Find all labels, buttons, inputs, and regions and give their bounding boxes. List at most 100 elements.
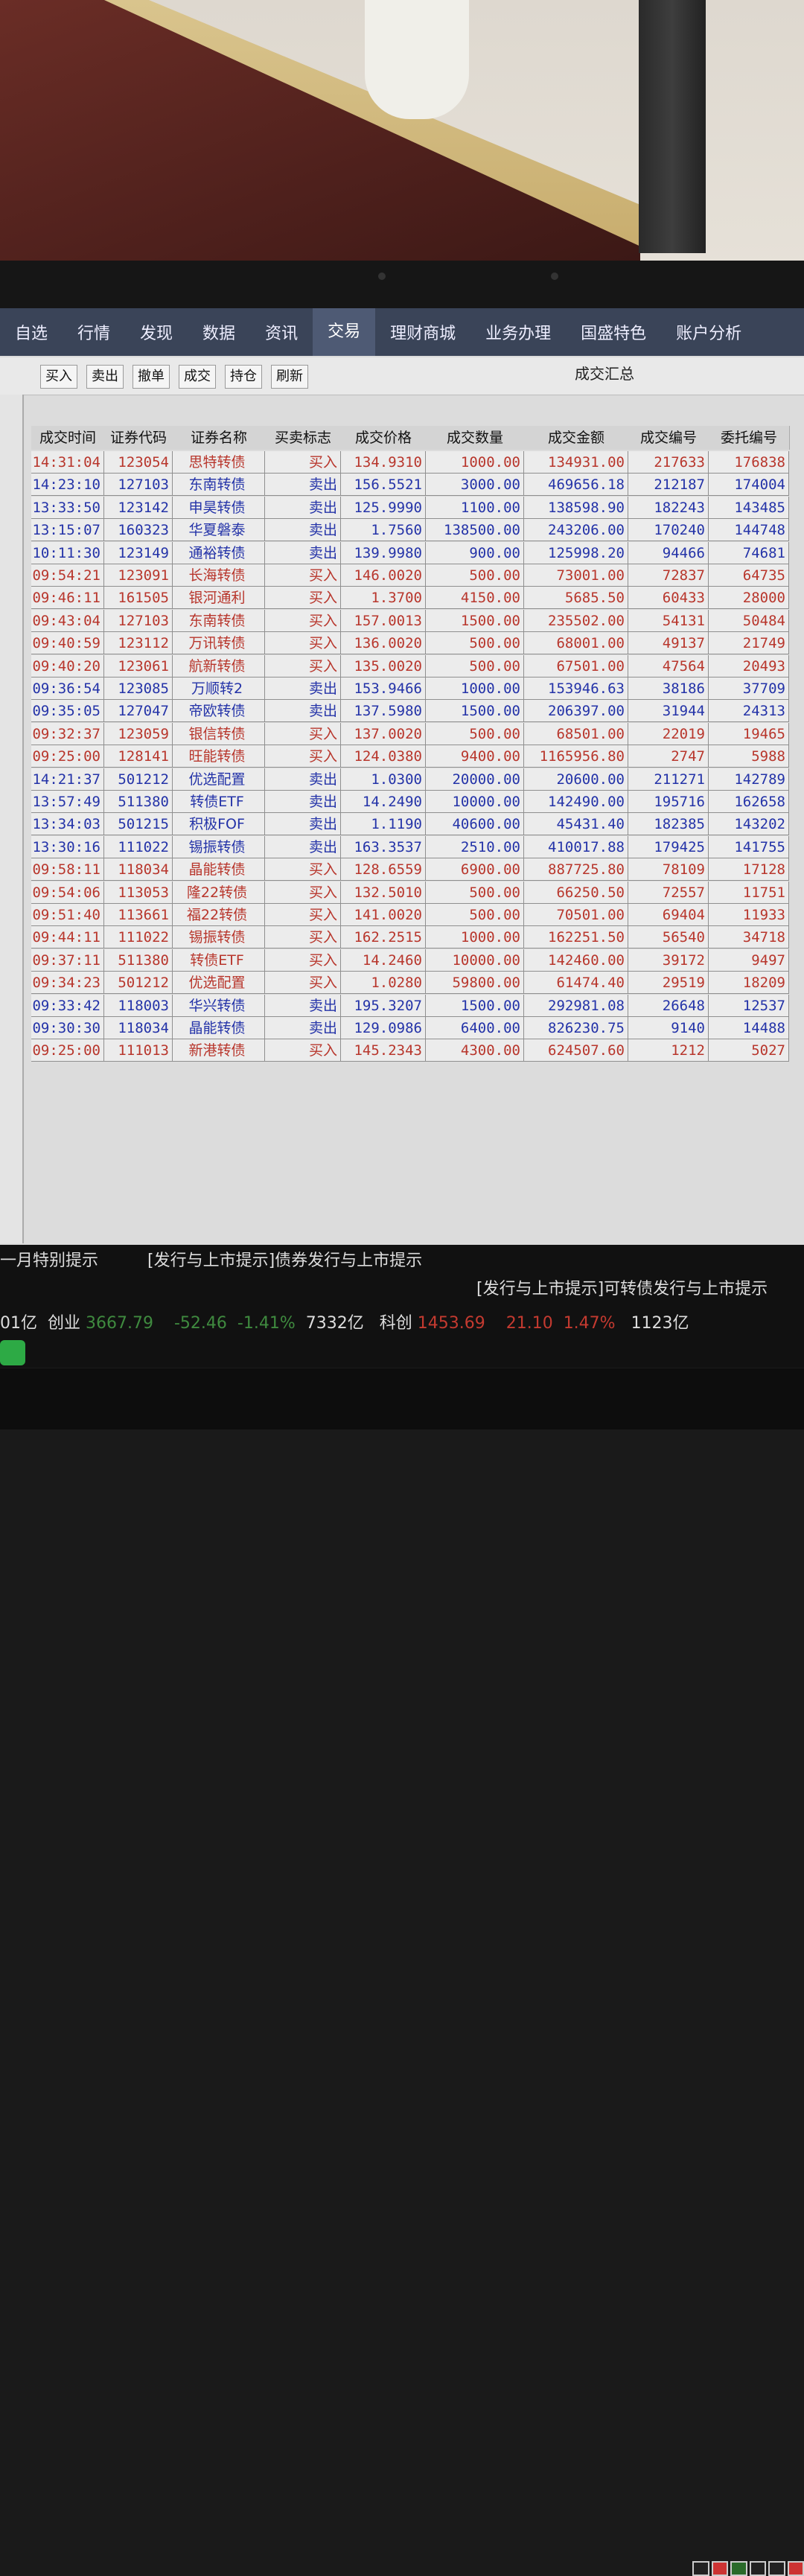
table-cell: 1000.00 bbox=[426, 451, 524, 474]
table-cell: 09:25:00 bbox=[31, 1039, 104, 1062]
table-cell: 申昊转债 bbox=[173, 496, 265, 519]
table-cell: 162.2515 bbox=[341, 926, 426, 949]
table-cell: 卖出 bbox=[265, 541, 341, 564]
table-cell: 卖出 bbox=[265, 700, 341, 723]
table-cell: 162658 bbox=[709, 791, 789, 813]
table-cell: 买入 bbox=[265, 904, 341, 926]
table-cell: 锡振转债 bbox=[173, 835, 265, 858]
table-cell: 09:40:20 bbox=[31, 654, 104, 678]
table-cell: 123149 bbox=[104, 541, 173, 564]
table-cell: 11933 bbox=[709, 904, 789, 926]
column-header[interactable]: 成交金额 bbox=[524, 426, 629, 450]
table-cell: 09:35:05 bbox=[31, 700, 104, 723]
table-cell: 500.00 bbox=[426, 722, 524, 745]
column-header[interactable]: 成交价格 bbox=[341, 426, 427, 450]
menu-item[interactable]: 资讯 bbox=[265, 325, 299, 343]
table-cell: 买入 bbox=[265, 451, 341, 474]
table-cell: 141.0020 bbox=[341, 904, 426, 926]
table-cell: 13:34:03 bbox=[31, 813, 104, 836]
chinext-pct: -1.41% bbox=[237, 1314, 296, 1333]
table-cell: 22019 bbox=[628, 722, 709, 745]
menu-item[interactable]: 行情 bbox=[77, 325, 111, 343]
table-cell: 1100.00 bbox=[426, 496, 524, 519]
table-cell: 132.5010 bbox=[341, 881, 426, 904]
sell-button[interactable]: 卖出 bbox=[86, 365, 124, 389]
table-cell: 123054 bbox=[104, 451, 173, 474]
column-header[interactable]: 买卖标志 bbox=[265, 426, 342, 450]
table-cell: 137.5980 bbox=[341, 700, 426, 723]
star-change: 21.10 bbox=[505, 1314, 553, 1333]
buy-button[interactable]: 买入 bbox=[40, 365, 77, 389]
column-header[interactable]: 证券代码 bbox=[104, 426, 173, 450]
table-cell: 20000.00 bbox=[426, 768, 524, 791]
left-pane-scrollbar[interactable] bbox=[0, 395, 24, 1243]
table-cell: 积极FOF bbox=[173, 813, 265, 836]
column-header[interactable]: 成交编号 bbox=[628, 426, 709, 450]
menu-item[interactable]: 发现 bbox=[140, 325, 173, 343]
table-cell: 18209 bbox=[709, 972, 789, 995]
black-pole bbox=[639, 0, 706, 253]
ticker-notice-2[interactable]: [发行与上市提示]债券发行与上市提示 bbox=[147, 1252, 423, 1270]
table-cell: 09:32:37 bbox=[31, 722, 104, 745]
table-cell: 142789 bbox=[709, 768, 789, 791]
table-cell: 买入 bbox=[265, 972, 341, 995]
holdings-button[interactable]: 持仓 bbox=[225, 365, 262, 389]
background-photo bbox=[0, 0, 804, 268]
table-cell: 买入 bbox=[265, 858, 341, 881]
table-cell: 111013 bbox=[104, 1039, 173, 1062]
table-cell: 14:31:04 bbox=[31, 451, 104, 474]
menu-item[interactable]: 交易 bbox=[313, 308, 376, 356]
table-cell: 1212 bbox=[628, 1039, 709, 1062]
table-cell: 161505 bbox=[104, 587, 173, 610]
ticker-notice-3[interactable]: [发行与上市提示]可转债发行与上市提示 bbox=[476, 1280, 768, 1298]
table-cell: 68501.00 bbox=[524, 722, 628, 745]
menu-item[interactable]: 账户分析 bbox=[676, 325, 742, 343]
table-cell: 万讯转债 bbox=[173, 632, 265, 655]
camera-icon bbox=[378, 272, 386, 280]
table-cell: 54131 bbox=[628, 609, 709, 632]
table-cell: 61474.40 bbox=[524, 972, 628, 995]
table-cell: 511380 bbox=[104, 949, 173, 972]
table-cell: 500.00 bbox=[426, 654, 524, 678]
table-cell: 卖出 bbox=[265, 791, 341, 813]
deals-button[interactable]: 成交 bbox=[179, 365, 216, 389]
index-row: 01亿 创业 3667.79 -52.46 -1.41% 7332亿 科创 14… bbox=[0, 1313, 689, 1334]
refresh-button[interactable]: 刷新 bbox=[271, 365, 308, 389]
table-cell: 500.00 bbox=[426, 904, 524, 926]
table-cell: 9497 bbox=[709, 949, 789, 972]
table-cell: 182243 bbox=[628, 496, 709, 519]
table-cell: 137.0020 bbox=[341, 722, 426, 745]
column-header[interactable]: 证券名称 bbox=[173, 426, 266, 450]
table-cell: 买入 bbox=[265, 609, 341, 632]
wechat-icon[interactable] bbox=[0, 1340, 25, 1365]
table-cell: 24313 bbox=[709, 700, 789, 723]
table-cell: 123059 bbox=[104, 722, 173, 745]
table-cell: 72837 bbox=[628, 564, 709, 587]
column-header[interactable]: 成交时间 bbox=[31, 426, 105, 450]
table-cell: 153946.63 bbox=[524, 678, 628, 700]
table-cell: 12537 bbox=[709, 994, 789, 1017]
cancel-order-button[interactable]: 撤单 bbox=[133, 365, 170, 389]
table-cell: 29519 bbox=[628, 972, 709, 995]
menu-item[interactable]: 数据 bbox=[202, 325, 236, 343]
menu-item[interactable]: 业务办理 bbox=[485, 325, 552, 343]
column-header[interactable]: 成交数量 bbox=[426, 426, 525, 450]
table-cell: 09:54:06 bbox=[31, 881, 104, 904]
column-header[interactable]: 委托编号 bbox=[709, 426, 790, 450]
star-amount: 1123亿 bbox=[631, 1314, 689, 1333]
table-cell: 买入 bbox=[265, 926, 341, 949]
table-cell: 160323 bbox=[104, 519, 173, 542]
menu-item[interactable]: 国盛特色 bbox=[581, 325, 647, 343]
table-cell: 20493 bbox=[709, 654, 789, 678]
menu-item[interactable]: 理财商城 bbox=[390, 325, 456, 343]
menu-item[interactable]: 自选 bbox=[15, 325, 48, 343]
table-cell: 卖出 bbox=[265, 496, 341, 519]
connection-indicator bbox=[692, 2561, 804, 2576]
ticker-notice-1[interactable]: 一月特别提示 bbox=[0, 1252, 99, 1270]
table-cell: 1500.00 bbox=[426, 700, 524, 723]
table-cell: 123061 bbox=[104, 654, 173, 678]
prev-amount: 01亿 bbox=[0, 1314, 37, 1333]
table-cell: 143485 bbox=[709, 496, 789, 519]
table-cell: 127103 bbox=[104, 474, 173, 497]
table-cell: 123091 bbox=[104, 564, 173, 587]
